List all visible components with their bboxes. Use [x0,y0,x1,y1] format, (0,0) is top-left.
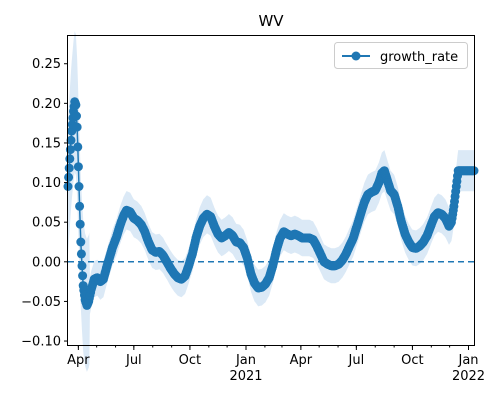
data-point [78,271,88,281]
y-tick-label: 0.25 [32,57,61,72]
x-tick-year-label: 2021 [229,369,262,384]
y-tick-label: 0.20 [32,97,61,112]
data-point [75,201,85,211]
x-tick-label: Jan [457,353,478,368]
data-point [66,135,76,145]
plot-area [63,31,479,372]
y-tick-label: 0.00 [32,255,61,270]
x-tick-label: Jul [348,353,365,368]
legend-box [334,42,468,69]
data-point [76,237,86,247]
x-tick-label: Oct [401,353,423,368]
chart-title: WV [258,12,284,30]
legend-label: growth_rate [380,50,458,65]
data-point [72,122,82,132]
x-tick-year-label: 2022 [452,369,485,384]
x-tick-label: Apr [67,353,90,368]
data-point [64,163,74,173]
x-tick-label: Apr [290,353,313,368]
data-point [73,162,83,172]
data-point [77,261,87,271]
x-tick-label: Jan [235,353,256,368]
data-point [72,111,81,121]
data-point [71,100,81,110]
y-tick-label: 0.10 [32,176,61,191]
plot-frame [67,35,475,346]
data-point [74,182,84,191]
x-tick-label: Oct [179,353,201,368]
uncertainty-band [68,31,474,372]
y-axis: −0.10 −0.05 0.00 0.05 0.10 0.15 0.20 0.25 [21,57,68,350]
y-tick-label: −0.10 [21,335,61,350]
data-point [65,154,75,164]
y-tick-label: −0.05 [21,295,61,310]
data-point [65,145,75,155]
legend-marker-icon [351,51,361,61]
data-point [76,249,86,259]
y-tick-label: 0.15 [32,136,61,151]
y-tick-label: 0.05 [32,216,61,231]
data-point [64,172,74,182]
data-point [75,219,85,229]
x-tick-label: Jul [125,353,142,368]
data-point [73,142,83,152]
legend: growth_rate [334,42,468,69]
